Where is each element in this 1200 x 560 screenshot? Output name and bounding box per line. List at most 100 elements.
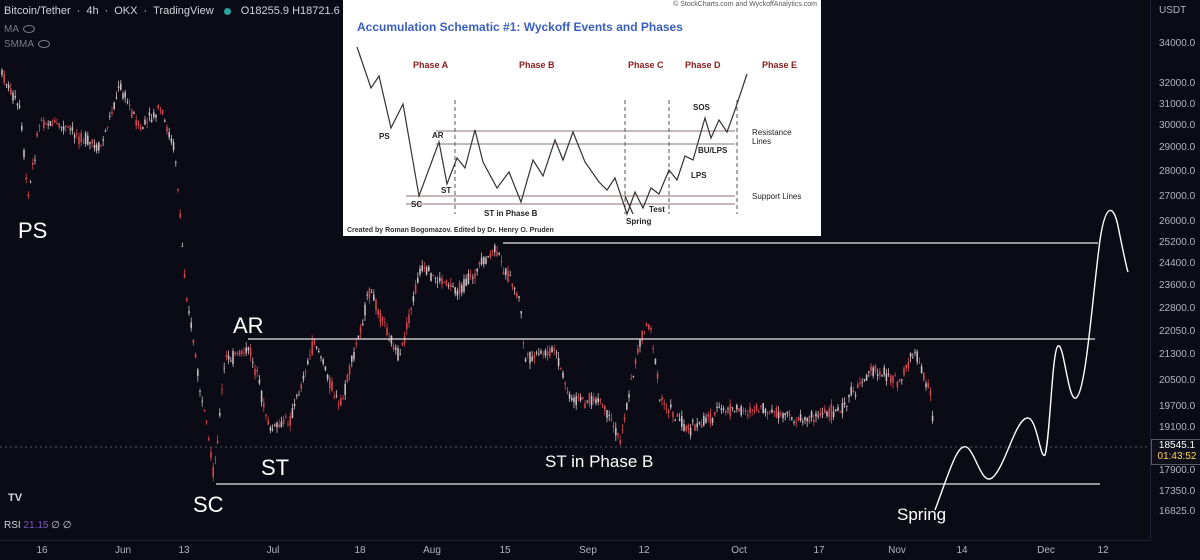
candle-body	[551, 347, 553, 353]
candle-body	[696, 423, 698, 428]
candle-body	[245, 347, 247, 353]
candle-body	[263, 402, 265, 408]
candle-body	[194, 353, 197, 358]
candle-body	[676, 414, 679, 417]
candle-body	[256, 370, 258, 372]
indicator-smma-label: SMMA	[4, 39, 34, 50]
candle-body	[234, 352, 236, 355]
candle-body	[406, 322, 408, 330]
candle-body	[714, 412, 716, 415]
candle-body	[461, 285, 463, 293]
candle-body	[846, 405, 848, 407]
candle-body	[524, 359, 527, 362]
candle-body	[496, 251, 498, 256]
candle-body	[43, 120, 45, 128]
candle-body	[49, 121, 52, 126]
candle-body	[95, 144, 98, 151]
candle-body	[672, 412, 674, 417]
candle-body	[716, 406, 718, 409]
candle-body	[795, 421, 797, 423]
candle-body	[472, 277, 474, 279]
candle-body	[399, 353, 401, 355]
label-sc: SC	[193, 492, 224, 517]
candle-body	[912, 357, 914, 359]
candle-body	[901, 379, 903, 381]
candle-body	[302, 375, 305, 380]
candle-body	[931, 415, 934, 421]
price-tick: 19700.0	[1159, 401, 1196, 412]
indicator-smma[interactable]: SMMA	[4, 39, 50, 50]
candle-body	[379, 312, 382, 323]
candle-body	[788, 413, 791, 416]
candle-body	[762, 403, 764, 414]
candle-body	[179, 213, 181, 218]
candle-body	[907, 361, 910, 369]
candle-body	[392, 345, 395, 350]
time-axis[interactable]: 16 Jun 13 Jul 18 Aug 15 Sep 12 Oct 17 No…	[0, 540, 1150, 560]
candle-body	[549, 348, 551, 357]
candle-body	[161, 109, 164, 115]
candle-body	[113, 102, 115, 110]
candle-body	[546, 351, 549, 356]
symbol-name[interactable]: Bitcoin/Tether	[4, 5, 71, 17]
candle-body	[857, 384, 859, 388]
candle-body	[707, 414, 709, 417]
candle-body	[100, 146, 102, 148]
eye-icon[interactable]	[23, 25, 35, 34]
candle-body	[373, 294, 375, 301]
candle-body	[597, 397, 599, 403]
event-test: Test	[649, 205, 665, 214]
candle-body	[267, 420, 269, 425]
tradingview-logo[interactable]: TV	[8, 492, 23, 504]
candle-body	[212, 466, 214, 477]
candle-body	[423, 266, 426, 269]
candle-body	[881, 375, 883, 377]
candle-body	[247, 347, 250, 351]
candle-body	[318, 350, 320, 352]
candle-body	[694, 424, 696, 431]
candle-body	[388, 338, 390, 342]
price-chart[interactable]	[0, 0, 1150, 540]
candle-body	[192, 339, 195, 344]
candle-body	[876, 374, 879, 376]
candle-body	[159, 109, 162, 112]
time-tick: Jul	[266, 545, 280, 556]
time-tick: Oct	[731, 545, 747, 556]
candle-body	[133, 112, 135, 114]
indicator-ma[interactable]: MA	[4, 24, 35, 35]
candle-body	[527, 354, 529, 356]
candle-body	[14, 95, 16, 98]
candle-body	[298, 394, 300, 396]
candle-body	[887, 373, 890, 375]
candle-body	[285, 416, 287, 418]
candle-body	[808, 415, 811, 423]
candle-body	[890, 375, 892, 383]
candle-body	[146, 121, 148, 123]
time-tick: 13	[178, 545, 190, 556]
candle-body	[729, 404, 731, 417]
candle-body	[430, 273, 432, 281]
candle-body	[62, 126, 65, 131]
candle-body	[747, 414, 749, 416]
candle-body	[832, 411, 835, 417]
eye-icon[interactable]	[38, 40, 50, 49]
candle-body	[709, 413, 712, 424]
candle-body	[826, 411, 828, 416]
candle-body	[155, 114, 157, 118]
price-tick: 31000.0	[1159, 99, 1196, 110]
candle-body	[236, 352, 239, 354]
resistance-lines-label: Resistance Lines	[752, 128, 792, 146]
interval[interactable]: 4h	[86, 5, 99, 17]
price-axis[interactable]: USDT 34000.0 32000.0 31000.0 30000.0 290…	[1150, 0, 1200, 540]
candle-body	[755, 404, 758, 411]
candle-body	[870, 366, 872, 372]
rsi-legend[interactable]: RSI 21.15 ∅ ∅	[4, 520, 71, 531]
candle-body	[252, 361, 254, 363]
candle-body	[131, 110, 133, 118]
label-st-phase-b: ST in Phase B	[545, 452, 654, 471]
candle-body	[650, 327, 652, 330]
candle-body	[67, 127, 69, 129]
price-tick: 16825.0	[1159, 506, 1196, 517]
candle-body	[667, 409, 670, 414]
market-status-icon	[223, 7, 231, 15]
